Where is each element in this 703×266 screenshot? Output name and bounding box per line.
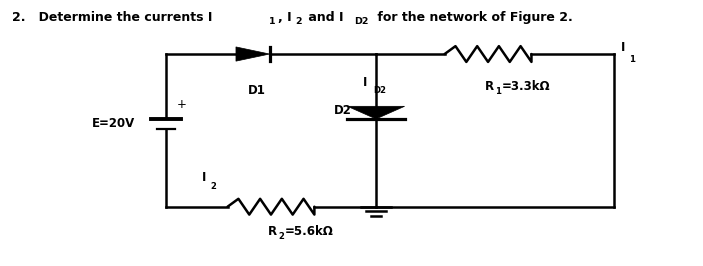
Text: R: R: [267, 225, 276, 238]
Text: 2: 2: [211, 182, 217, 192]
Text: =5.6kΩ: =5.6kΩ: [285, 225, 334, 238]
Text: for the network of Figure 2.: for the network of Figure 2.: [373, 11, 573, 24]
Text: 1: 1: [269, 17, 276, 26]
Text: 1: 1: [629, 55, 636, 64]
Text: 1: 1: [495, 87, 501, 96]
Text: D2: D2: [373, 86, 386, 95]
Polygon shape: [347, 106, 405, 119]
Text: I: I: [621, 41, 626, 54]
Text: +: +: [176, 98, 186, 111]
Text: D2: D2: [354, 17, 369, 26]
Text: D2: D2: [334, 104, 352, 117]
Polygon shape: [236, 47, 269, 61]
Text: , I: , I: [278, 11, 292, 24]
Text: R: R: [484, 80, 494, 93]
Text: D1: D1: [248, 84, 266, 97]
Text: 2: 2: [295, 17, 302, 26]
Text: I: I: [363, 77, 368, 89]
Text: =3.3kΩ: =3.3kΩ: [502, 80, 550, 93]
Text: 2.   Determine the currents I: 2. Determine the currents I: [12, 11, 212, 24]
Text: and I: and I: [304, 11, 343, 24]
Text: E=20V: E=20V: [92, 117, 135, 130]
Text: I: I: [202, 171, 207, 184]
Text: 2: 2: [278, 232, 284, 241]
